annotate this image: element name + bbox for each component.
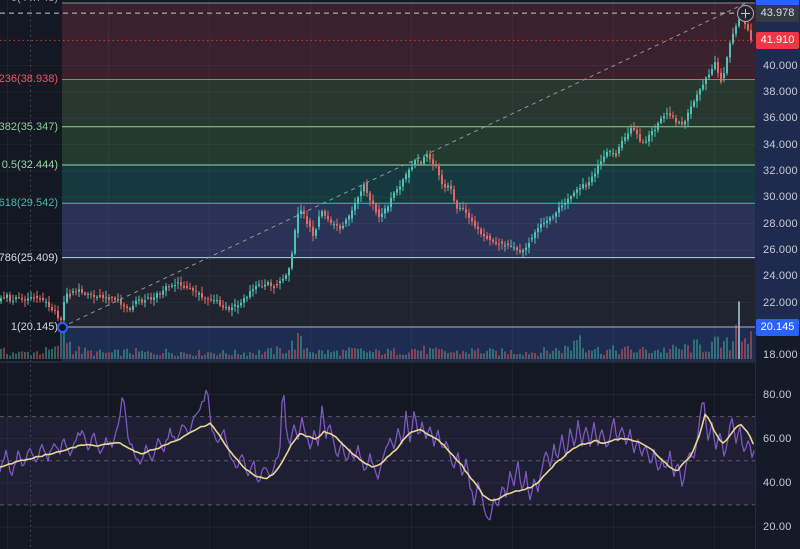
- rsi-axis-label: 80.00: [763, 388, 792, 401]
- price-axis-label: 34.000: [763, 138, 798, 151]
- price-axis-label: 28.000: [763, 217, 798, 230]
- fib-level-label: 1(20.145): [10, 321, 58, 333]
- fib-anchor-handle[interactable]: [56, 321, 68, 333]
- rsi-axis-label: 60.00: [763, 432, 792, 445]
- price-axis-label: 30.000: [763, 191, 798, 204]
- rsi-ma-line: [0, 413, 754, 502]
- fib-level-label: 0.382(35.347): [0, 120, 58, 133]
- fib-level-label: 0(44.743): [11, 0, 58, 5]
- fib-retracement-lines[interactable]: [62, 2, 755, 328]
- price-axis-badge: 43.978: [756, 4, 799, 22]
- price-axis-label: 40.000: [763, 59, 798, 72]
- fib-range-axis-highlight: [756, 0, 800, 327]
- crosshair-anchor-icon[interactable]: [736, 4, 754, 22]
- fib-level-label: 0.618(29.542): [0, 197, 58, 210]
- price-axis-label: 24.000: [763, 270, 798, 283]
- gridlines: [0, 65, 755, 528]
- rsi-axis-label: 20.00: [763, 521, 792, 533]
- price-axis[interactable]: 40.000 38.000 36.000 34.000 32.000 30.000 28.0…: [755, 0, 800, 549]
- fib-level-label: 0.5(32.444): [1, 159, 58, 172]
- volume-series: [0, 301, 752, 359]
- price-axis-label: 38.000: [763, 85, 798, 98]
- price-axis-label: 18.000: [763, 349, 798, 362]
- rsi-axis-label: 40.00: [763, 476, 792, 489]
- fib-level-label: 0.236(38.938): [0, 73, 58, 86]
- price-axis-label: 22.000: [763, 296, 798, 309]
- fib-level-label: 0.786(25.409): [0, 251, 58, 264]
- price-axis-border: [755, 0, 756, 549]
- fib-baseline-trendline[interactable]: [61, 2, 747, 328]
- price-axis-badge: 20.145: [756, 318, 799, 336]
- pane-separator[interactable]: [0, 361, 800, 363]
- price-axis-label: 36.000: [763, 112, 798, 125]
- price-axis-label: 32.000: [763, 164, 798, 177]
- candlestick-series: [0, 10, 752, 324]
- price-axis-label: 26.000: [763, 243, 798, 256]
- price-axis-badge: 41.910: [756, 31, 799, 49]
- rsi-line: [0, 389, 755, 521]
- price-axis-badge: 44.743: [756, 0, 799, 6]
